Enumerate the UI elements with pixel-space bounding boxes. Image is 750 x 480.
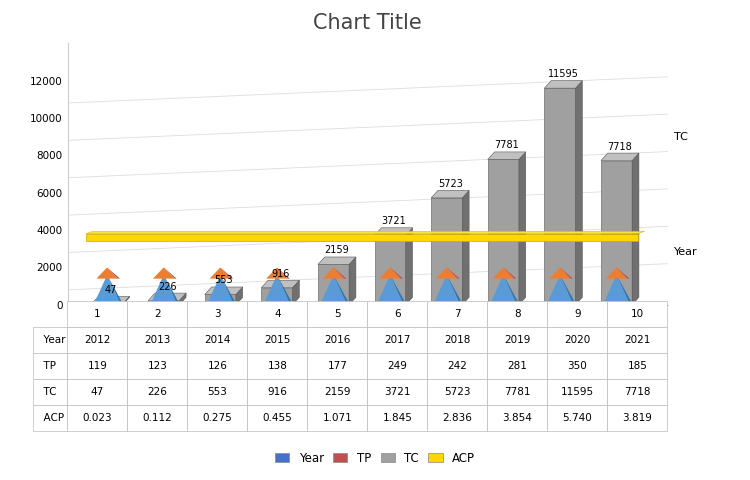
Polygon shape [164, 275, 178, 301]
Polygon shape [318, 257, 356, 264]
Text: 553: 553 [214, 276, 233, 286]
Polygon shape [265, 275, 289, 301]
Bar [488, 159, 519, 305]
Polygon shape [107, 275, 122, 301]
Text: 3721: 3721 [381, 216, 406, 226]
Text: 11595: 11595 [548, 69, 579, 79]
Polygon shape [148, 293, 186, 300]
Polygon shape [601, 153, 639, 161]
Legend: Year, TP, TC, ACP: Year, TP, TC, ACP [270, 447, 480, 469]
Polygon shape [107, 267, 120, 278]
Polygon shape [277, 267, 290, 278]
Polygon shape [447, 275, 461, 301]
Polygon shape [503, 267, 516, 278]
Polygon shape [152, 275, 176, 301]
Polygon shape [322, 275, 346, 301]
Bar [86, 234, 638, 241]
Polygon shape [488, 152, 526, 159]
Bar [374, 235, 406, 305]
Polygon shape [549, 267, 571, 278]
Polygon shape [277, 275, 291, 301]
Text: TC: TC [674, 132, 687, 143]
Polygon shape [616, 267, 629, 278]
Bar [544, 88, 575, 305]
Title: Chart Title: Chart Title [314, 13, 422, 33]
Polygon shape [406, 228, 412, 305]
Bar [261, 288, 292, 305]
Polygon shape [390, 267, 403, 278]
Polygon shape [374, 228, 413, 235]
Bar [92, 304, 123, 305]
Polygon shape [164, 267, 177, 278]
Polygon shape [292, 280, 299, 305]
Polygon shape [220, 267, 233, 278]
Text: 47: 47 [104, 285, 117, 295]
Bar [431, 198, 462, 305]
Polygon shape [431, 191, 469, 198]
Text: 226: 226 [158, 282, 176, 292]
Polygon shape [436, 267, 457, 278]
Polygon shape [493, 267, 514, 278]
Polygon shape [462, 191, 469, 305]
Polygon shape [86, 231, 644, 234]
Bar [148, 300, 179, 305]
Polygon shape [519, 152, 526, 305]
Polygon shape [209, 275, 232, 301]
Polygon shape [236, 287, 243, 305]
Polygon shape [503, 275, 518, 301]
Text: Year: Year [674, 248, 698, 257]
Polygon shape [380, 267, 401, 278]
Text: 5723: 5723 [438, 179, 463, 189]
Polygon shape [616, 275, 631, 301]
Polygon shape [435, 275, 459, 301]
Bar [318, 264, 349, 305]
Polygon shape [447, 267, 460, 278]
Polygon shape [606, 267, 627, 278]
Polygon shape [153, 267, 175, 278]
Polygon shape [220, 275, 235, 301]
Text: 2159: 2159 [325, 245, 350, 255]
Polygon shape [92, 297, 130, 304]
Polygon shape [261, 280, 299, 288]
Polygon shape [349, 257, 356, 305]
Polygon shape [205, 287, 243, 294]
Bar [601, 161, 632, 305]
Polygon shape [209, 267, 231, 278]
Polygon shape [575, 81, 582, 305]
Polygon shape [123, 297, 130, 305]
Polygon shape [390, 275, 404, 301]
Polygon shape [632, 153, 639, 305]
Polygon shape [334, 275, 348, 301]
Polygon shape [560, 267, 573, 278]
Polygon shape [95, 275, 119, 301]
Text: 7718: 7718 [608, 142, 632, 152]
Polygon shape [96, 267, 118, 278]
Polygon shape [322, 267, 344, 278]
Polygon shape [548, 275, 572, 301]
Polygon shape [604, 275, 628, 301]
Polygon shape [378, 275, 402, 301]
Text: 916: 916 [272, 269, 290, 279]
Polygon shape [334, 267, 346, 278]
Polygon shape [560, 275, 574, 301]
Text: 7781: 7781 [494, 141, 519, 150]
Polygon shape [491, 275, 515, 301]
Bar [205, 294, 236, 305]
Polygon shape [266, 267, 288, 278]
Polygon shape [544, 81, 582, 88]
Polygon shape [179, 293, 186, 305]
